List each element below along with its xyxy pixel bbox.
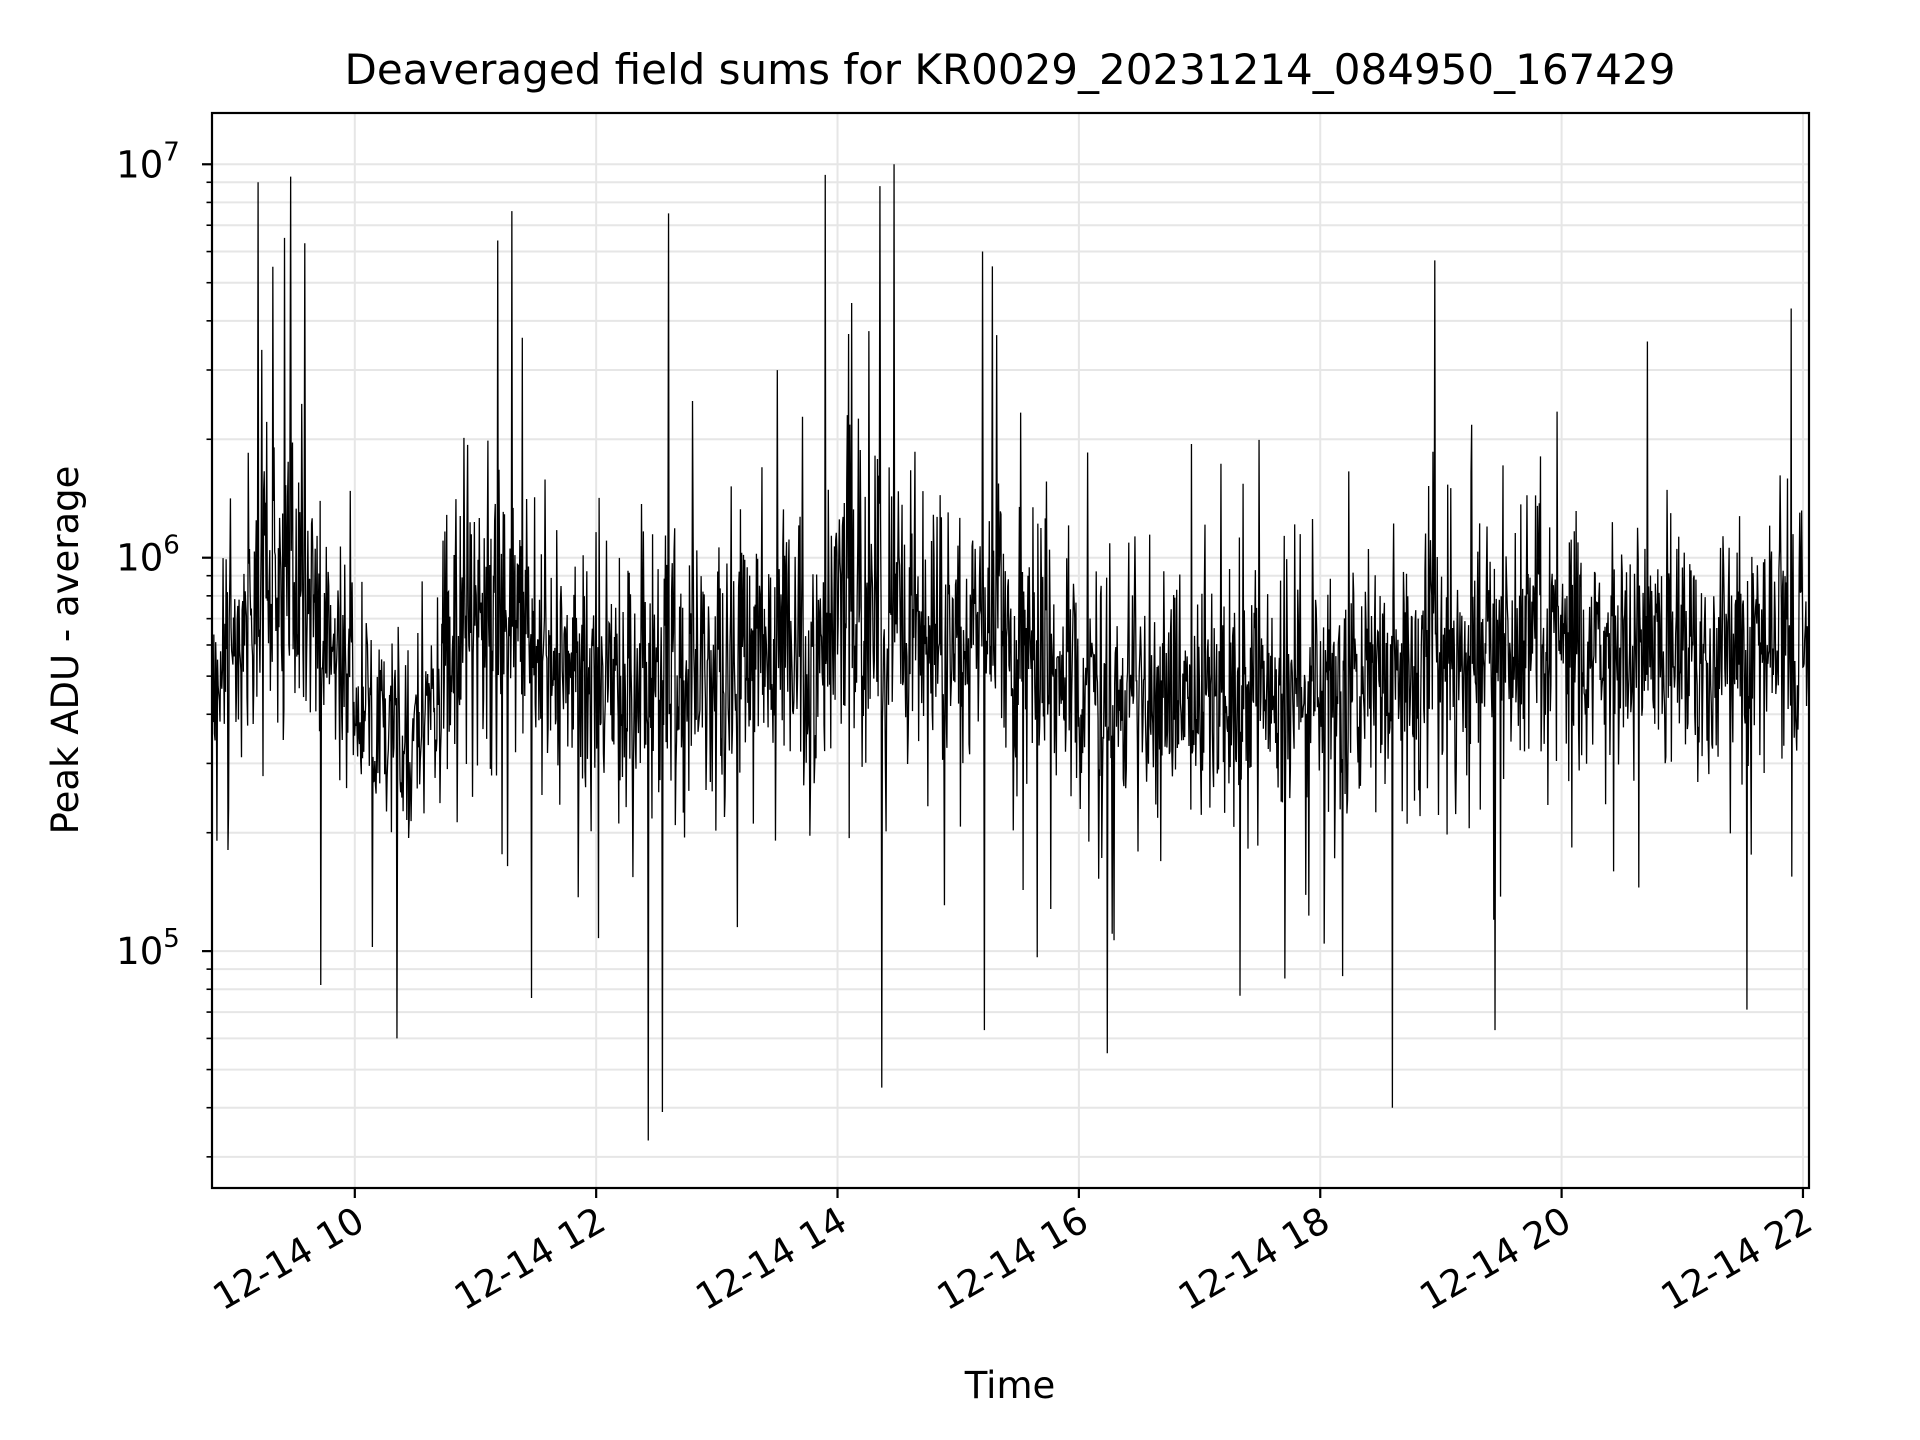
chart-title: Deaveraged field sums for KR0029_2023121… xyxy=(345,45,1676,94)
y-tick-base: 10 xyxy=(116,143,163,186)
y-tick-label: 105 xyxy=(116,924,180,973)
series-layer xyxy=(212,164,1809,1141)
y-tick-exponent: 7 xyxy=(163,137,180,167)
grid xyxy=(212,113,1809,1188)
y-tick-exponent: 6 xyxy=(163,531,180,561)
y-tick-base: 10 xyxy=(116,930,163,973)
series-line xyxy=(212,164,1809,1141)
y-tick-label: 107 xyxy=(116,137,180,186)
plot-frame xyxy=(210,111,1811,1190)
y-tick-base: 10 xyxy=(116,537,163,580)
y-axis-label: Peak ADU - average xyxy=(44,466,87,835)
y-tick-label: 106 xyxy=(116,531,180,580)
y-tick-exponent: 5 xyxy=(163,924,180,954)
x-axis-label: Time xyxy=(964,1364,1056,1407)
